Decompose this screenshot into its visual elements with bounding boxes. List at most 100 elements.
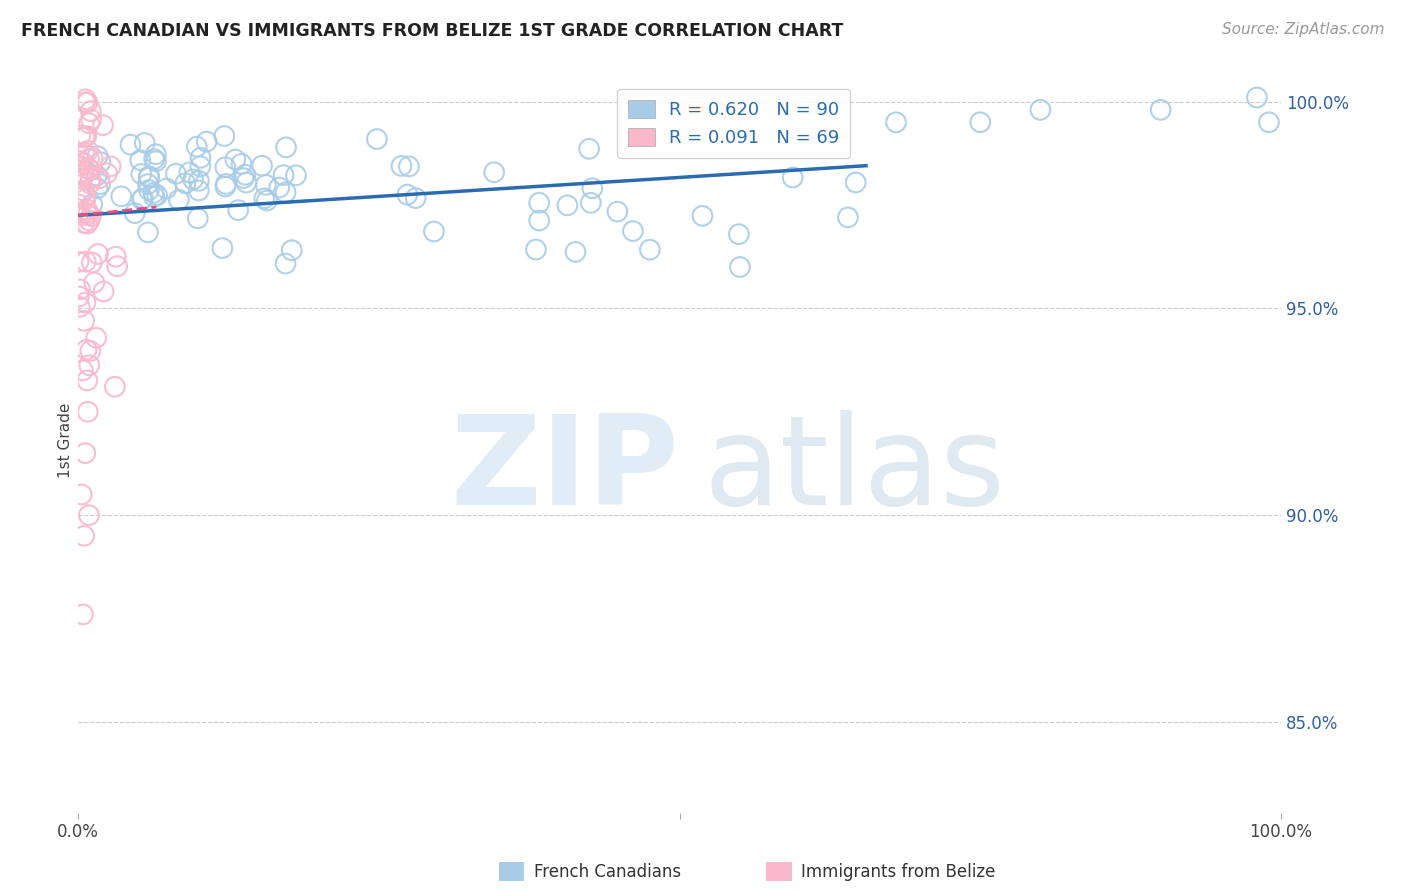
Point [77,161,100,175]
Point [190,151,212,165]
Point [69,300,91,314]
Point [235,176,257,190]
Point [557,198,579,212]
Point [100,160,122,174]
Point [564,244,586,259]
Point [69,186,91,201]
Point [274,140,297,154]
Point [75,129,97,144]
Point [67,197,90,211]
Point [73,130,96,145]
Point [79,171,101,186]
Point [231,157,253,171]
Point [67,289,90,303]
Point [232,171,254,186]
Point [398,160,420,174]
Point [138,170,160,185]
Point [280,243,302,257]
Point [124,206,146,220]
Point [145,147,167,161]
Point [79,343,101,358]
Point [69,159,91,173]
Point [89,177,111,191]
Point [845,176,868,190]
Point [165,167,187,181]
Point [143,190,166,204]
Point [391,159,413,173]
Point [89,171,111,186]
Point [73,145,96,160]
Point [75,295,97,310]
Point [75,188,97,202]
Text: FRENCH CANADIAN VS IMMIGRANTS FROM BELIZE 1ST GRADE CORRELATION CHART: FRENCH CANADIAN VS IMMIGRANTS FROM BELIZ… [21,22,844,40]
Point [77,152,100,166]
Point [72,169,94,183]
Point [211,241,233,255]
Point [215,177,238,191]
Point [69,209,91,223]
Point [79,177,101,191]
Point [233,168,256,182]
Point [86,149,108,163]
Point [77,144,100,158]
Point [482,165,505,179]
Point [67,255,90,269]
Point [226,203,249,218]
Point [692,209,714,223]
Point [136,226,159,240]
Point [1150,103,1173,117]
Point [1029,103,1052,117]
Point [579,195,602,210]
Point [86,169,108,183]
Point [70,171,93,186]
Point [69,128,91,143]
Point [145,154,167,169]
Point [72,607,94,622]
Text: ZIP: ZIP [451,410,679,531]
Point [73,184,96,198]
Point [181,172,204,186]
Point [274,256,297,270]
Point [1258,115,1281,129]
Point [75,92,97,106]
Point [195,135,218,149]
Point [73,216,96,230]
Point [254,178,277,192]
Point [79,213,101,227]
Point [104,250,127,264]
Point [366,132,388,146]
Point [80,112,103,127]
Point [79,163,101,178]
Point [224,153,246,167]
Point [138,183,160,197]
Point [72,156,94,170]
Point [405,191,427,205]
Point [179,165,201,179]
Point [76,405,98,419]
Point [105,259,128,273]
Point [72,363,94,377]
Point [606,204,628,219]
Point [187,174,209,188]
Point [256,194,278,208]
Point [143,152,166,166]
Point [250,159,273,173]
Point [76,217,98,231]
Point [138,169,160,184]
Point [884,115,907,129]
Point [174,176,197,190]
Point [578,142,600,156]
Point [77,116,100,130]
Point [110,189,132,203]
Point [75,254,97,268]
Point [67,206,90,220]
Point [131,167,153,181]
Point [969,115,991,129]
Point [76,373,98,387]
Point [167,193,190,207]
Point [75,129,97,144]
Point [77,358,100,372]
Point [728,260,751,274]
Point [1246,90,1268,104]
Point [142,186,165,200]
